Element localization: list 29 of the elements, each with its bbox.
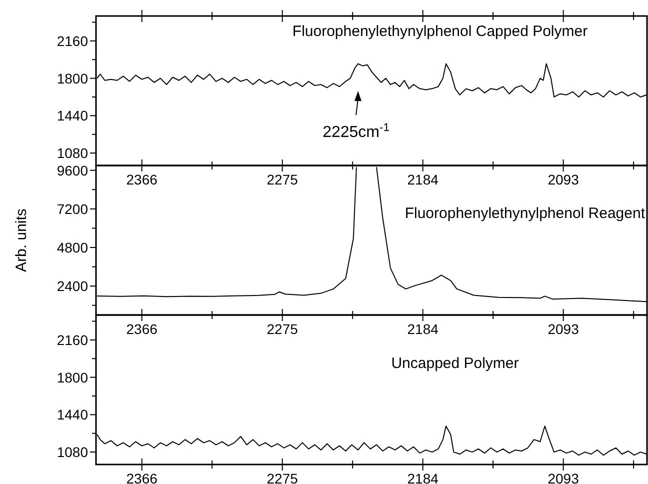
y-tick-label: 1080 (56, 444, 88, 460)
x-tick-label: 2184 (407, 172, 439, 188)
x-tick-label: 2093 (548, 321, 580, 337)
annotation: 2225cm$^{-1}$ (322, 122, 390, 141)
y-tick-label: 1440 (56, 406, 88, 423)
x-tick-label: 2093 (548, 172, 580, 188)
text: Fluorophenylethynylphenol Capped Polymer (292, 23, 588, 40)
y-tick-label: 4800 (56, 239, 88, 256)
text: Uncapped Polymer (391, 355, 519, 372)
y-tick-label: 9600 (56, 162, 88, 178)
y-tick-label: 2160 (56, 332, 88, 348)
x-tick-label: 2275 (266, 470, 298, 484)
y-tick-label: 2400 (56, 278, 88, 294)
y-tick-label: 1800 (56, 70, 88, 86)
x-tick-label: 2366 (126, 321, 158, 337)
x-tick-label: 2366 (126, 172, 158, 188)
x-tick-label: 2366 (126, 470, 158, 484)
y-tick-label: 1080 (56, 145, 88, 162)
y-tick-label: 2160 (56, 32, 88, 49)
y-axis-title: Arb. units (13, 208, 30, 272)
y-tick-label: 1800 (56, 369, 88, 386)
y-tick-label: 7200 (56, 200, 88, 217)
x-tick-label: 2184 (407, 470, 439, 484)
text: Fluorophenylethynylphenol Reagent (404, 205, 646, 222)
x-tick-label: 2093 (548, 470, 580, 484)
x-tick-label: 2275 (266, 172, 298, 188)
y-tick-label: 1440 (56, 108, 88, 124)
x-tick-label: 2275 (266, 321, 298, 337)
x-tick-label: 2184 (407, 321, 439, 337)
